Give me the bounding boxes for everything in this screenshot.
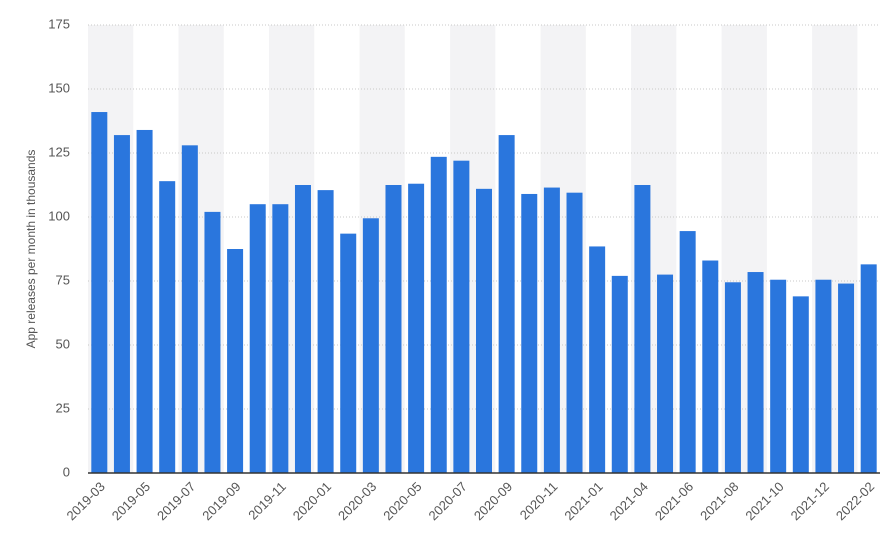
- bar: [227, 249, 244, 473]
- bar: [770, 279, 787, 473]
- x-tick-label: 2020-03: [335, 479, 379, 523]
- x-tick-label: 2021-06: [652, 479, 696, 523]
- bar: [430, 156, 447, 473]
- y-tick-label: 100: [48, 208, 70, 223]
- bar: [113, 135, 130, 473]
- y-tick-label: 125: [48, 144, 70, 159]
- x-tick-label: 2020-09: [471, 479, 515, 523]
- x-tick-label: 2019-11: [245, 479, 289, 523]
- bar: [747, 272, 764, 473]
- bar: [181, 145, 198, 473]
- bar: [543, 187, 560, 473]
- bar: [408, 183, 425, 473]
- x-tick-label: 2020-07: [426, 479, 470, 523]
- bar: [724, 282, 741, 473]
- y-tick-label: 175: [48, 16, 70, 31]
- x-tick-label: 2019-07: [154, 479, 198, 523]
- x-tick-label: 2021-12: [788, 479, 832, 523]
- x-tick-label: 2019-05: [109, 479, 153, 523]
- y-tick-label: 50: [56, 336, 70, 351]
- x-tick-label: 2020-01: [290, 479, 334, 523]
- bar: [792, 296, 809, 473]
- x-tick-label: 2021-04: [607, 479, 651, 523]
- background-bands: [88, 25, 858, 473]
- bar: [385, 185, 402, 473]
- bar: [611, 275, 628, 473]
- bar: [340, 233, 357, 473]
- bar: [249, 204, 266, 473]
- bar: [317, 190, 334, 473]
- bar: [294, 185, 311, 473]
- bar: [498, 135, 515, 473]
- bar: [657, 274, 674, 473]
- x-tick-label: 2019-03: [64, 479, 108, 523]
- x-tick-label: 2021-08: [697, 479, 741, 523]
- bar: [521, 193, 538, 473]
- bar: [634, 185, 651, 473]
- x-tick-label: 2022-02: [833, 479, 877, 523]
- bar: [453, 160, 470, 473]
- bar: [589, 246, 606, 473]
- bar: [476, 188, 492, 473]
- bar: [815, 279, 832, 473]
- x-tick-label: 2021-10: [742, 479, 786, 523]
- bar: [159, 181, 176, 473]
- x-tick-label: 2021-01: [561, 479, 605, 523]
- bar: [204, 211, 221, 473]
- bar: [838, 283, 855, 473]
- y-tick-label: 150: [48, 80, 70, 95]
- bar: [566, 192, 583, 473]
- bar: [860, 264, 877, 473]
- x-tick-label: 2020-11: [517, 479, 561, 523]
- bar: [136, 129, 153, 473]
- y-tick-label: 0: [63, 464, 70, 479]
- bar: [679, 231, 696, 473]
- y-axis-title: App releases per month in thousands: [24, 150, 38, 349]
- bar: [91, 112, 108, 473]
- bar: [702, 260, 719, 473]
- y-tick-label: 25: [56, 400, 70, 415]
- bar: [362, 218, 379, 473]
- x-tick-label: 2019-09: [199, 479, 243, 523]
- y-tick-label: 75: [56, 272, 70, 287]
- bar: [272, 204, 289, 473]
- x-tick-label: 2020-05: [380, 479, 424, 523]
